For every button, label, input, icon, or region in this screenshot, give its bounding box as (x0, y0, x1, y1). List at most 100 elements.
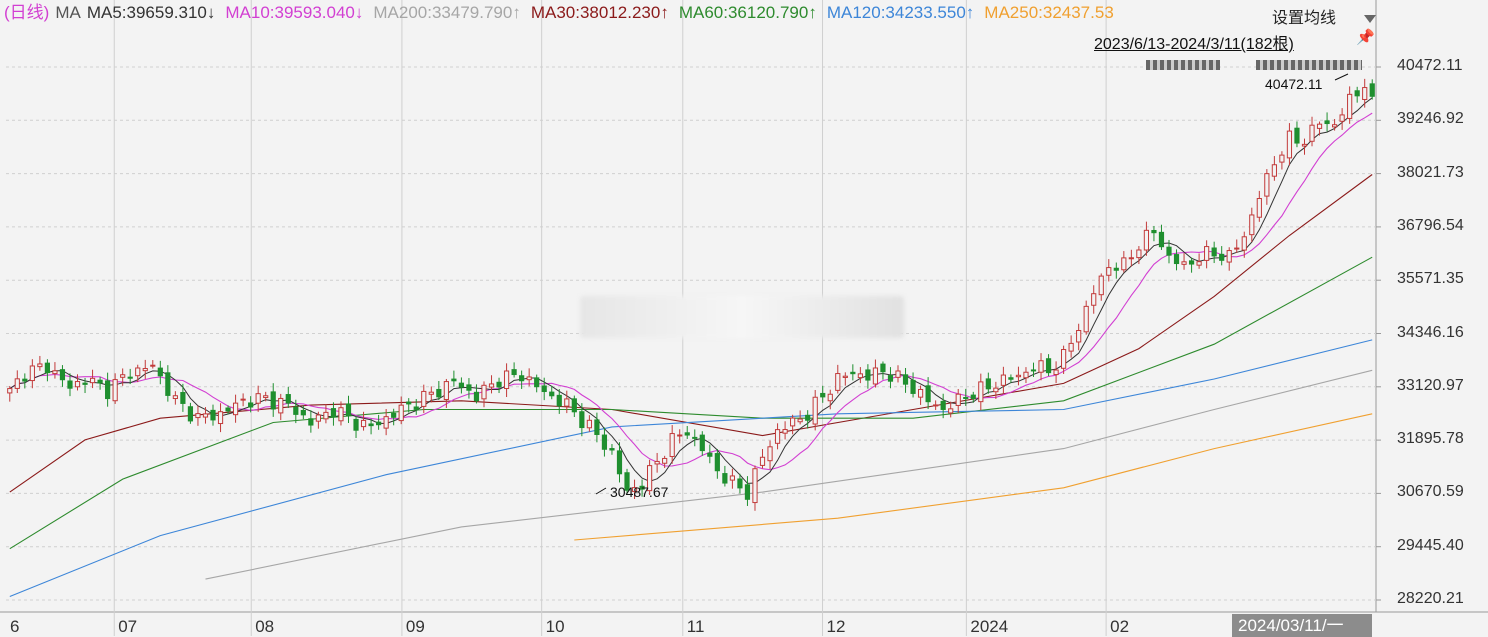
candle-body (217, 411, 224, 425)
candle-body (511, 369, 517, 376)
triangle-down-icon (1364, 15, 1377, 23)
candle-body (797, 418, 803, 423)
candle-body (74, 381, 81, 388)
candle-body (1211, 247, 1217, 257)
candle-body (790, 417, 796, 427)
legend-ma10: MA10:39593.040↓ (225, 3, 364, 22)
candle-body (993, 387, 999, 393)
candle-body (180, 392, 186, 404)
candle-body (1106, 267, 1112, 276)
candle-body (413, 406, 419, 410)
candle-body (805, 414, 811, 421)
candle-body (67, 380, 73, 389)
candle-body (473, 391, 480, 402)
candle-body (707, 452, 713, 457)
candle-body (940, 400, 946, 410)
legend-ma200: MA200:33479.790↑ (373, 3, 521, 22)
candle-body (902, 374, 909, 385)
ma-line-ma120 (9, 339, 1373, 598)
candle-body (1279, 154, 1285, 163)
candle-body (1301, 143, 1308, 147)
candle-body (1023, 371, 1029, 379)
candle-body (120, 374, 126, 378)
candle-body (729, 475, 736, 481)
candle-body (827, 393, 833, 402)
candle-body (1226, 250, 1232, 263)
candle-body (248, 402, 254, 408)
candle-body (1241, 236, 1247, 251)
candle-body (1219, 253, 1225, 261)
x-tick-label: 11 (686, 617, 705, 636)
pin-icon[interactable]: 📌 (1356, 29, 1375, 46)
candle-body (323, 411, 329, 420)
candle-body (278, 397, 284, 414)
candle-body (759, 456, 766, 466)
candle-body (1347, 93, 1353, 119)
candle-body (1136, 249, 1142, 259)
candle-body (187, 406, 194, 422)
candle-body (1143, 229, 1150, 251)
candle-body (1264, 173, 1270, 197)
candle-body (315, 414, 321, 422)
candle-body (662, 457, 668, 464)
candle-body (270, 391, 276, 410)
y-tick-label: 30670.59 (1397, 483, 1464, 501)
candle-body (556, 394, 562, 407)
legend-ma5: MA5:39659.310↓ (86, 3, 216, 22)
candle-body (616, 450, 623, 475)
candle-body (52, 370, 58, 375)
candle-body (601, 434, 608, 450)
candle-body (925, 385, 931, 403)
candle-body (737, 478, 743, 489)
candle-body (579, 411, 585, 429)
y-tick-label: 38021.73 (1397, 163, 1464, 181)
candle-body (383, 416, 389, 429)
candle-body (571, 398, 577, 413)
candle-body (1316, 123, 1323, 129)
candle-body (880, 363, 886, 373)
candle-body (225, 407, 231, 412)
ma-line-ma5 (9, 97, 1373, 484)
candle-body (157, 367, 163, 377)
candle-body (872, 367, 879, 385)
blurred-tag-right (1256, 60, 1362, 70)
candle-body (1015, 374, 1022, 378)
candle-body (1091, 293, 1097, 306)
candle-body (59, 369, 66, 381)
x-tick-label: 6 (10, 617, 20, 636)
candle-body (1324, 120, 1330, 125)
candle-body (458, 382, 465, 388)
period-label: (日线) (4, 3, 50, 22)
candle-body (963, 396, 969, 399)
ma-label: MA (55, 3, 81, 22)
candle-body (594, 419, 600, 435)
x-tick-label: 08 (255, 617, 275, 636)
candle-body (135, 367, 141, 377)
candle-body (722, 473, 728, 484)
low-arrow (595, 487, 607, 495)
candle-body (752, 468, 758, 504)
y-tick-label: 29445.40 (1397, 536, 1464, 554)
candle-body (285, 394, 291, 404)
candle-body (368, 423, 374, 427)
set-ma-button[interactable]: 设置均线 (1272, 4, 1377, 28)
candle-body (398, 404, 404, 422)
candle-body (172, 395, 178, 400)
ma-line-ma200 (205, 369, 1373, 580)
candle-body (263, 395, 269, 399)
candle-body (692, 436, 698, 439)
candle-body (428, 391, 434, 395)
candle-body (970, 394, 976, 400)
candle-body (127, 376, 133, 379)
blurred-watermark (580, 296, 904, 338)
candle-body (1331, 124, 1338, 128)
candle-body (89, 377, 96, 384)
candle-body (714, 453, 720, 472)
candle-body (112, 379, 118, 402)
candle-body (1151, 229, 1157, 234)
candle-body (232, 402, 239, 416)
candle-body (1271, 164, 1277, 177)
candle-body (406, 401, 412, 405)
ma-line-ma250 (574, 413, 1373, 541)
